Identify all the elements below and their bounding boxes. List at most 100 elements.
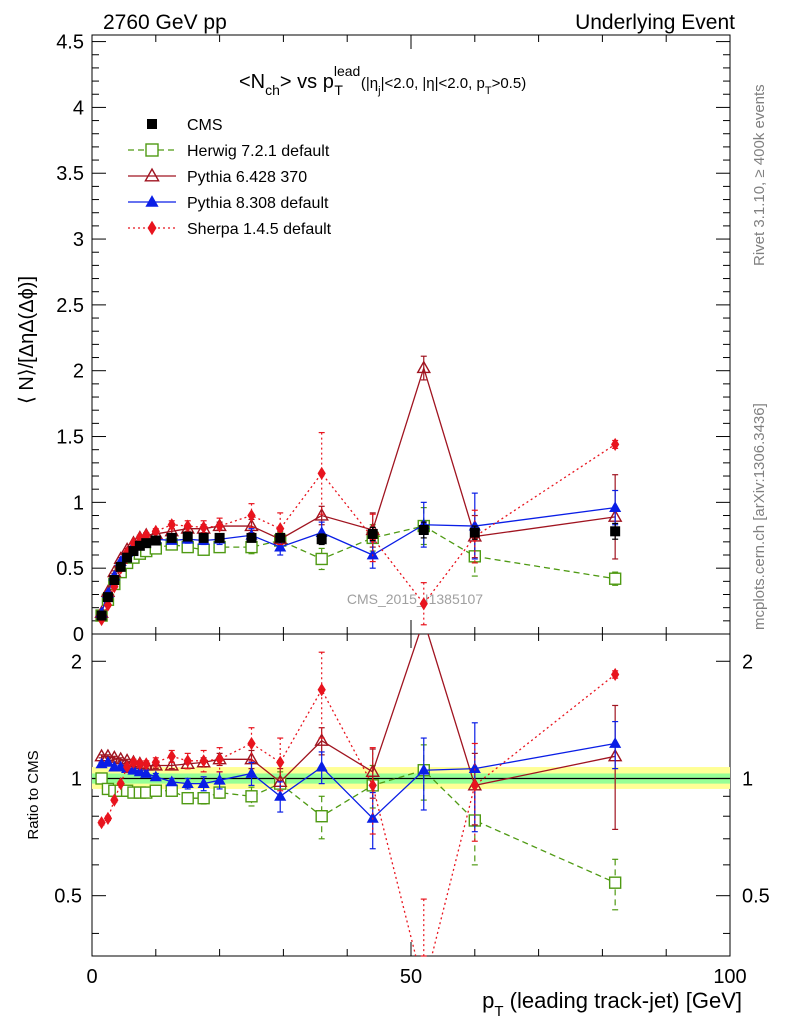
- mcplots-label: mcplots.cern.ch [arXiv:1306.3436]: [751, 403, 768, 630]
- data-point: [102, 592, 113, 603]
- data-point: [365, 764, 380, 777]
- data-point: [151, 755, 160, 769]
- data-point: [214, 532, 225, 543]
- series-line: [101, 673, 616, 956]
- data-point: [608, 572, 622, 585]
- legend-label: Sherpa 1.4.5 default: [187, 221, 332, 238]
- data-point: [417, 763, 430, 775]
- data-point: [149, 770, 162, 782]
- main-y-tick-label: 2: [73, 361, 84, 383]
- data-point: [245, 767, 258, 778]
- series-pythia-6-428-370: [94, 634, 623, 830]
- data-point: [275, 532, 286, 543]
- data-point: [122, 760, 132, 774]
- header-process: Underlying Event: [575, 11, 735, 34]
- data-point: [182, 531, 193, 542]
- main-data-series: [94, 355, 623, 627]
- main-y-tick-label: 0: [73, 624, 84, 646]
- data-point: [151, 524, 160, 538]
- rivet-version-label: Rivet 3.1.10, ≥ 400k events: [751, 84, 768, 266]
- main-y-tick-label: 1: [73, 492, 84, 514]
- data-point: [165, 775, 178, 787]
- data-point: [315, 760, 328, 772]
- data-point: [418, 524, 429, 535]
- legend-marker: [145, 143, 159, 157]
- data-point: [366, 812, 379, 823]
- data-point: [247, 736, 256, 751]
- data-point: [368, 778, 377, 792]
- data-point: [167, 749, 176, 763]
- legend-label: Pythia 6.428 370: [187, 169, 307, 186]
- data-point: [213, 773, 226, 785]
- legend-item: Herwig 7.2.1 default: [128, 143, 330, 160]
- data-point: [183, 519, 192, 533]
- data-point: [276, 755, 285, 769]
- data-point: [197, 777, 210, 789]
- main-y-tick-label: 3: [73, 229, 84, 251]
- data-point: [315, 810, 328, 823]
- legend-item: Pythia 8.308 default: [128, 195, 329, 212]
- header-energy: 2760 GeV pp: [103, 11, 227, 34]
- data-point: [215, 519, 224, 533]
- data-point: [215, 752, 224, 766]
- analysis-watermark: CMS_2015_I1385107: [347, 591, 483, 607]
- series-line: [101, 769, 616, 884]
- ratio-y-tick-label-right: 1: [742, 768, 753, 790]
- ratio-y-tick-label-right: 0.5: [742, 886, 770, 908]
- data-point: [274, 540, 287, 552]
- ratio-y-tick-labels: 0.5 0.5 1 1 2 2: [54, 651, 770, 907]
- data-point: [197, 543, 210, 556]
- data-point: [199, 520, 208, 534]
- data-point: [315, 552, 328, 566]
- data-point: [95, 772, 108, 785]
- data-point: [110, 793, 119, 807]
- x-tick-label: 100: [713, 966, 746, 988]
- legend-item: Sherpa 1.4.5 default: [128, 220, 332, 238]
- data-point: [611, 667, 620, 682]
- data-point: [96, 610, 107, 621]
- data-point: [274, 789, 287, 801]
- legend-item: Pythia 6.428 370: [128, 167, 307, 186]
- legend-marker: [144, 167, 160, 182]
- data-point: [164, 757, 179, 771]
- data-point: [128, 546, 139, 557]
- data-point: [122, 552, 133, 563]
- data-point: [367, 528, 378, 539]
- series-line: [100, 365, 616, 614]
- data-point: [609, 737, 622, 748]
- legend: CMS Herwig 7.2.1 default Pythia 6.428 370 P…: [128, 117, 332, 238]
- ratio-y-tick-label-left: 2: [71, 651, 82, 673]
- data-point: [167, 518, 176, 532]
- data-point: [116, 777, 125, 791]
- x-tick-labels: 0 50 100: [86, 966, 746, 988]
- data-point: [148, 757, 164, 771]
- data-point: [609, 501, 622, 513]
- data-point: [470, 778, 479, 792]
- main-y-tick-label: 4: [73, 97, 84, 119]
- legend-item: CMS: [147, 117, 223, 134]
- main-y-tick-label: 3.5: [56, 163, 84, 185]
- data-point: [416, 360, 432, 374]
- data-point: [276, 522, 285, 536]
- data-point: [316, 534, 327, 545]
- data-point: [317, 466, 326, 480]
- legend-label: Herwig 7.2.1 default: [187, 143, 330, 160]
- data-point: [165, 784, 178, 797]
- data-point: [419, 597, 428, 611]
- ratio-y-tick-label-left: 1: [71, 768, 82, 790]
- data-point: [247, 508, 256, 523]
- axis-ticks: [91, 35, 731, 956]
- data-point: [181, 777, 194, 789]
- data-point: [141, 538, 152, 549]
- ratio-data-series: [94, 634, 623, 957]
- data-point: [199, 754, 208, 768]
- data-point: [246, 532, 257, 543]
- data-point: [610, 526, 621, 537]
- series-line: [100, 443, 616, 620]
- x-axis-label: pT (leading track-jet) [GeV]: [482, 988, 742, 1020]
- data-point: [197, 791, 210, 805]
- main-y-tick-label: 1.5: [56, 427, 84, 449]
- ratio-y-axis-label: Ratio to CMS: [25, 750, 42, 839]
- data-point: [166, 532, 177, 543]
- data-point: [149, 784, 163, 797]
